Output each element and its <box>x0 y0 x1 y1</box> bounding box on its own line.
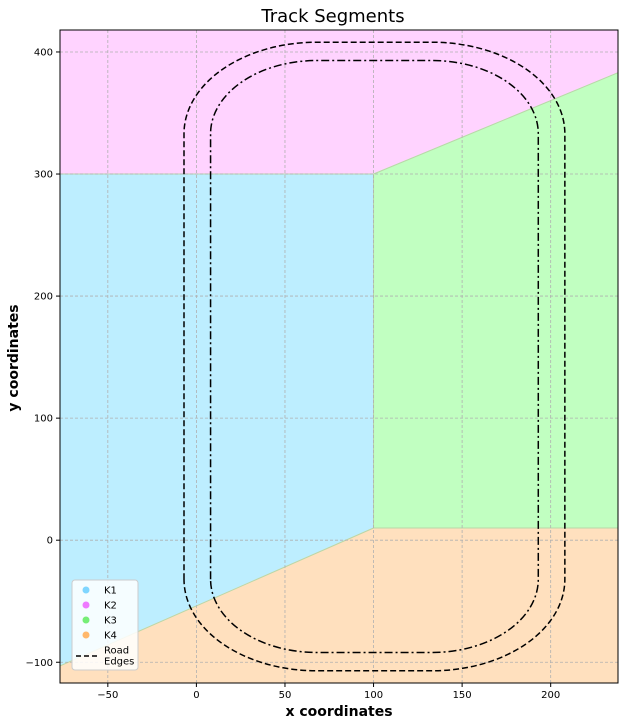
legend-marker-k4 <box>82 631 90 639</box>
legend-box <box>71 579 139 671</box>
x-tick-label: 100 <box>364 690 383 701</box>
segment-regions <box>59 29 619 684</box>
x-tick-label: 150 <box>453 690 472 701</box>
y-tick-label: 400 <box>34 47 53 58</box>
plot-frame <box>59 29 619 684</box>
x-axis-label: x coordinates <box>285 704 392 720</box>
y-tick-label: −100 <box>26 658 53 669</box>
region-boundary <box>373 72 619 175</box>
x-axis-ticks: −50 0 50 100 150 200 <box>97 683 560 701</box>
road-edges <box>183 41 566 672</box>
legend-label: K1 <box>104 586 117 597</box>
x-tick-label: 50 <box>279 690 292 701</box>
y-tick-label: 100 <box>34 414 53 425</box>
y-tick-label: 200 <box>34 292 53 303</box>
y-tick-label: 300 <box>34 170 53 181</box>
legend-label: K3 <box>104 616 117 627</box>
legend: K1 K2 K3 K4 Road Edges <box>71 579 139 671</box>
x-tick-label: −50 <box>97 690 118 701</box>
road-edge-outer <box>183 41 566 672</box>
legend-label: Road Edges <box>104 646 134 668</box>
y-axis-label: y coordinates <box>6 304 22 411</box>
y-tick-label: 0 <box>47 536 53 547</box>
legend-marker-k3 <box>82 616 90 624</box>
road-edge-inner <box>209 59 540 654</box>
grid-lines <box>60 30 618 683</box>
legend-label: K4 <box>104 631 117 642</box>
legend-marker-k2 <box>82 601 90 609</box>
x-tick-label: 0 <box>193 690 199 701</box>
legend-marker-k1 <box>82 586 90 594</box>
x-tick-label: 200 <box>541 690 560 701</box>
chart-title: Track Segments <box>260 6 404 27</box>
legend-label: K2 <box>104 601 117 612</box>
y-axis-ticks: −100 0 100 200 300 400 <box>26 47 60 669</box>
